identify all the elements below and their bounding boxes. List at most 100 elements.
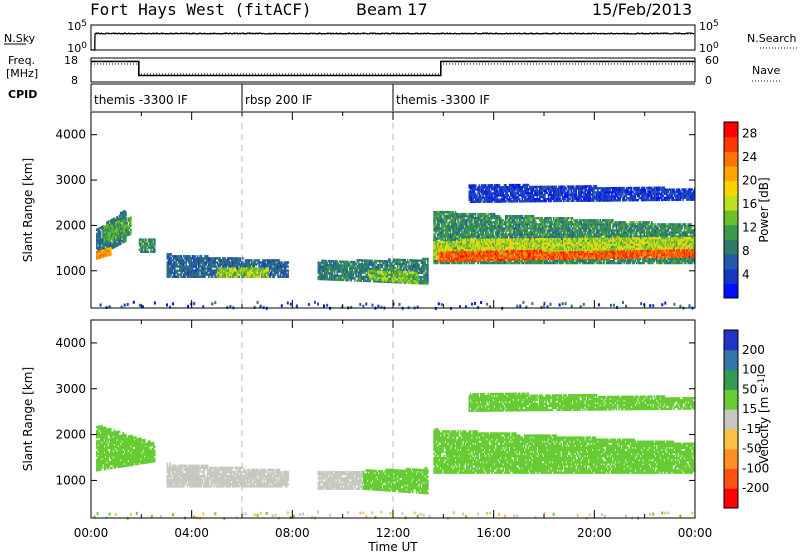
echo-cell xyxy=(170,269,172,272)
echo-cell xyxy=(438,225,440,228)
echo-cell xyxy=(221,261,224,264)
echo-cell xyxy=(354,267,356,270)
echo-cell xyxy=(354,260,356,264)
echo-cell xyxy=(345,279,347,282)
echo-cell xyxy=(278,275,281,278)
echo-cell xyxy=(169,261,171,264)
echo-cell xyxy=(204,255,206,258)
echo-cell xyxy=(360,275,362,278)
echo-cell xyxy=(191,255,194,258)
echo-cell xyxy=(274,269,277,272)
echo-cell xyxy=(239,273,242,276)
echo-cell xyxy=(170,265,172,268)
echo-cell xyxy=(117,237,120,240)
echo-cell xyxy=(361,265,364,268)
echo-cell xyxy=(211,273,214,276)
echo-cell xyxy=(103,249,106,252)
echo-cell xyxy=(213,259,215,262)
echo-cell xyxy=(166,271,169,274)
echo-cell xyxy=(189,267,191,270)
echo-cell xyxy=(323,267,326,271)
echo-cell xyxy=(369,259,371,262)
echo-cell xyxy=(214,257,216,260)
echo-cell xyxy=(191,271,194,274)
echo-cell xyxy=(114,235,117,239)
echo-cell xyxy=(147,238,150,241)
echo-cell xyxy=(109,249,112,252)
echo-cell xyxy=(125,239,127,243)
echo-cell xyxy=(476,227,478,230)
echo-cell xyxy=(359,265,361,268)
echo-cell xyxy=(374,261,376,265)
echo-cell xyxy=(235,259,238,262)
echo-cell xyxy=(216,261,219,264)
echo-cell xyxy=(403,260,405,264)
echo-cell xyxy=(415,271,418,275)
echo-cell xyxy=(112,224,115,227)
echo-cell xyxy=(186,255,189,258)
echo-cell xyxy=(233,269,235,272)
echo-cell xyxy=(109,245,112,249)
echo-cell xyxy=(192,261,195,264)
echo-cell xyxy=(277,273,279,276)
echo-cell xyxy=(106,232,108,235)
echo-cell xyxy=(394,258,396,261)
echo-cell xyxy=(263,273,266,276)
echo-cell xyxy=(191,257,194,260)
echo-cell xyxy=(265,263,268,266)
echo-cell xyxy=(166,273,169,276)
echo-cell xyxy=(322,278,325,281)
echo-cell xyxy=(281,269,283,272)
echo-cell xyxy=(235,265,238,268)
echo-cell xyxy=(391,262,394,265)
echo-cell xyxy=(107,226,110,229)
echo-cell xyxy=(327,263,330,267)
echo-cell xyxy=(253,265,255,268)
echo-cell xyxy=(486,229,488,232)
echo-cell xyxy=(396,262,399,266)
echo-cell xyxy=(479,217,482,220)
echo-cell xyxy=(231,259,234,262)
echo-cell xyxy=(375,268,378,271)
echo-cell xyxy=(364,261,366,264)
echo-cell xyxy=(175,271,177,274)
echo-cell xyxy=(325,261,327,265)
echo-cell xyxy=(286,265,288,268)
echo-cell xyxy=(393,266,395,269)
echo-cell xyxy=(97,236,99,239)
echo-cell xyxy=(215,261,218,264)
echo-cell xyxy=(284,263,287,266)
echo-cell xyxy=(180,275,182,278)
echo-cell xyxy=(209,259,211,262)
echo-cell xyxy=(234,257,237,260)
echo-cell xyxy=(116,244,118,247)
echo-cell xyxy=(121,225,123,228)
echo-cell xyxy=(321,269,323,273)
echo-cell xyxy=(119,236,122,239)
echo-cell xyxy=(167,275,170,278)
echo-cell xyxy=(255,269,258,272)
echo-cell xyxy=(418,265,420,268)
echo-cell xyxy=(189,273,191,276)
echo-cell xyxy=(107,249,110,253)
echo-cell xyxy=(401,264,404,268)
echo-cell xyxy=(214,269,216,272)
echo-cell xyxy=(244,265,247,268)
echo-cell xyxy=(125,234,127,237)
echo-cell xyxy=(109,253,112,256)
echo-cell xyxy=(102,255,104,258)
echo-cell xyxy=(389,260,391,263)
echo-cell xyxy=(502,219,505,222)
echo-cell xyxy=(252,269,254,272)
echo-cell xyxy=(356,279,359,282)
echo-cell xyxy=(393,268,395,272)
echo-cell xyxy=(321,265,323,269)
echo-cell xyxy=(360,273,362,276)
echo-cell xyxy=(96,236,98,240)
echo-cell xyxy=(526,229,529,232)
echo-cell xyxy=(445,219,448,222)
echo-cell xyxy=(211,263,214,266)
echo-cell xyxy=(223,259,225,262)
echo-cell xyxy=(356,265,359,268)
echo-cell xyxy=(153,238,156,241)
